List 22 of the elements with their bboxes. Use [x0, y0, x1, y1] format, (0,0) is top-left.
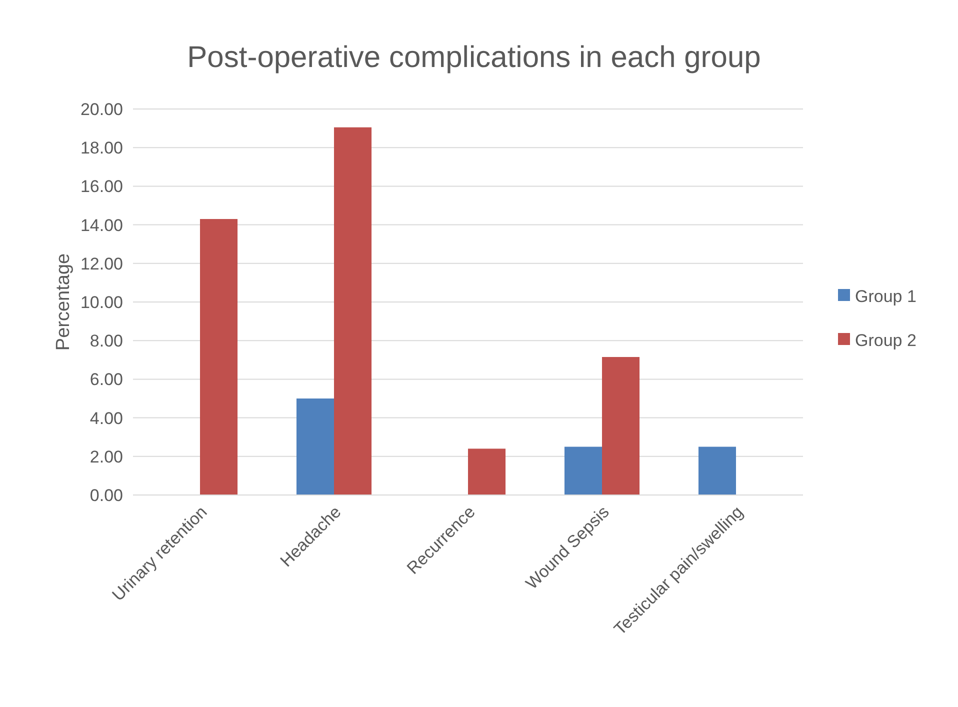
legend-label: Group 2: [855, 330, 916, 350]
y-tick-label: 12.00: [80, 254, 123, 274]
bar: [698, 446, 736, 495]
bar: [564, 446, 602, 495]
bar: [602, 357, 640, 495]
y-tick-label: 10.00: [80, 292, 123, 312]
y-tick-label: 6.00: [90, 370, 123, 390]
bar: [200, 219, 238, 495]
y-axis-title: Percentage: [53, 253, 74, 351]
legend-label: Group 1: [855, 286, 916, 306]
y-tick-label: 0.00: [90, 486, 123, 505]
bar: [296, 398, 334, 495]
y-tick-label: 2.00: [90, 447, 123, 466]
y-tick-label: 20.00: [80, 100, 123, 119]
chart-title: Post-operative complications in each group: [187, 41, 761, 74]
y-tick-label: 14.00: [80, 216, 123, 235]
y-tick-label: 8.00: [90, 332, 123, 351]
y-tick-label: 4.00: [90, 408, 123, 428]
y-tick-label: 18.00: [80, 138, 123, 158]
bar: [334, 127, 372, 495]
y-tick-label: 16.00: [80, 177, 123, 196]
bar: [468, 448, 506, 495]
